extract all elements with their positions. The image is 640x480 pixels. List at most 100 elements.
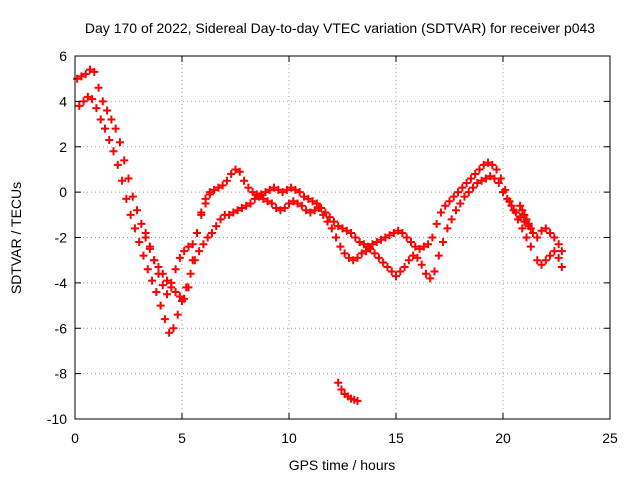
data-point [554,253,563,262]
data-point [199,240,208,249]
data-point [537,226,546,235]
data-point [411,242,420,251]
data-point [344,253,353,262]
data-point [302,206,311,215]
data-point [370,249,379,258]
y-tick-label: 6 [59,48,67,64]
data-point [421,269,430,278]
data-point [261,188,270,197]
data-point [310,206,319,215]
data-point [430,267,439,276]
data-point [323,217,332,226]
data-point [148,276,157,285]
data-point [222,176,231,185]
y-tick-label: 2 [59,139,67,155]
data-point [242,201,251,210]
data-point [73,74,82,83]
data-point [557,247,566,256]
data-point [353,396,362,405]
x-tick-label: 0 [71,430,79,446]
data-point [518,206,527,215]
data-point [451,206,460,215]
data-point [550,233,559,242]
data-point [516,213,525,222]
data-point [432,219,441,228]
data-point [285,199,293,208]
data-point [175,253,184,262]
data-point [85,65,94,74]
data-point [235,167,244,176]
data-point [357,249,366,258]
data-point [471,169,480,178]
data-point [231,165,240,174]
data-point [192,228,201,237]
data-point [374,253,383,262]
data-point [103,106,112,115]
data-point [83,92,92,101]
data-point [259,194,268,203]
data-point [90,67,99,76]
data-point [98,97,107,106]
data-point [225,210,234,219]
data-point [441,201,450,210]
data-point [402,233,411,242]
data-point [233,206,242,215]
data-point [458,183,467,192]
data-point [120,156,129,165]
y-tick-label: 0 [59,184,67,200]
data-point [282,185,291,194]
data-point [400,262,409,271]
data-point [188,240,197,249]
data-point [522,233,531,242]
data-point [109,147,118,156]
data-point [94,83,103,92]
data-point [518,224,527,233]
data-point [216,215,225,224]
data-point [334,378,343,387]
data-point [336,242,345,251]
data-point [210,185,219,194]
data-point [541,256,550,265]
data-point [368,240,377,249]
data-point [338,224,347,233]
x-tick-label: 20 [495,430,511,446]
data-point [557,262,566,271]
grid-lines [75,56,610,419]
data-point [250,194,259,203]
data-point [507,201,516,210]
data-point [154,269,163,278]
data-point [291,185,300,194]
data-point [445,197,454,206]
x-tick-label: 25 [602,430,618,446]
data-point [137,219,146,228]
data-point [287,183,296,192]
y-axis-label: SDTVAR / TECUs [8,182,24,294]
y-tick-label: -10 [47,411,67,427]
data-point [152,287,161,296]
data-point [154,262,163,271]
data-point [337,385,346,394]
data-point [404,256,413,265]
data-point [398,228,407,237]
data-point [443,224,452,233]
data-point [240,176,249,185]
y-tick-label: 4 [59,93,67,109]
data-point [244,183,253,192]
data-point [276,206,285,215]
data-point [182,283,191,292]
data-point [383,262,392,271]
data-point [267,199,276,208]
data-point [115,138,124,147]
data-point [469,183,478,192]
data-point [353,253,362,262]
data-point [460,192,469,201]
data-point [248,188,257,197]
data-point [280,204,289,213]
data-point [169,324,178,333]
data-point [503,194,512,203]
data-point [347,228,356,237]
data-point [511,208,520,217]
data-point [394,226,403,235]
data-point [306,208,315,217]
data-point [499,188,507,197]
